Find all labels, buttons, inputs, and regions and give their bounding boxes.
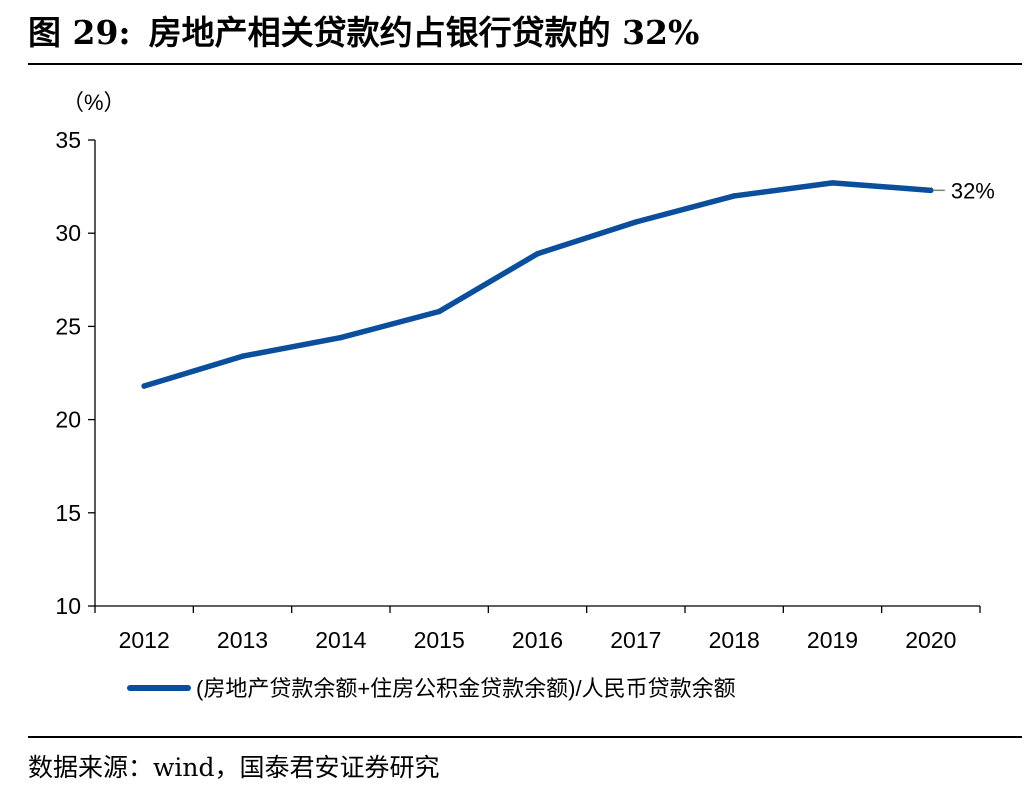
y-tick-label: 20 <box>55 407 81 433</box>
y-tick-label: 10 <box>55 593 81 619</box>
y-tick-label: 15 <box>55 500 81 526</box>
figure-label: 图 29: <box>28 13 131 52</box>
line-chart: 10 15 20 25 30 35 （%） 2012 2013 2014 2015 2016 2017 2… <box>55 90 995 701</box>
data-point <box>141 383 147 389</box>
source-rule <box>28 736 1022 738</box>
x-tick-label: 2012 <box>119 627 170 653</box>
data-point <box>534 250 541 257</box>
data-point <box>239 353 246 360</box>
x-tick-label: 2016 <box>512 627 563 653</box>
title-rule <box>28 63 1022 65</box>
x-tick-label: 2015 <box>414 627 465 653</box>
x-tick-label: 2017 <box>610 627 661 653</box>
x-tick-label: 2018 <box>709 627 760 653</box>
y-tick-label: 25 <box>55 313 81 339</box>
data-point <box>338 334 344 341</box>
x-tick-label: 2019 <box>807 627 858 653</box>
data-point <box>731 193 737 199</box>
y-tick-label: 30 <box>55 220 81 246</box>
x-tick-label: 2014 <box>315 627 366 653</box>
x-tick-label: 2020 <box>905 627 956 653</box>
figure-title-text: 房地产相关贷款约占银行贷款的 32% <box>148 13 700 52</box>
figure-title: 图 29: 房地产相关贷款约占银行贷款的 32% <box>28 10 699 56</box>
source-note: 数据来源：wind，国泰君安证券研究 <box>28 753 440 782</box>
y-tick-label: 35 <box>55 127 81 153</box>
y-axis-unit-label: （%） <box>62 90 126 115</box>
data-point <box>829 180 836 186</box>
data-point <box>633 219 639 225</box>
data-point <box>928 187 934 194</box>
series-line <box>141 180 934 389</box>
data-point <box>436 308 442 315</box>
data-label: 32% <box>951 178 995 203</box>
legend-label: (房地产贷款余额+住房公积金贷款余额)/人民币贷款余额 <box>196 676 736 701</box>
x-tick-label: 2013 <box>217 627 268 653</box>
